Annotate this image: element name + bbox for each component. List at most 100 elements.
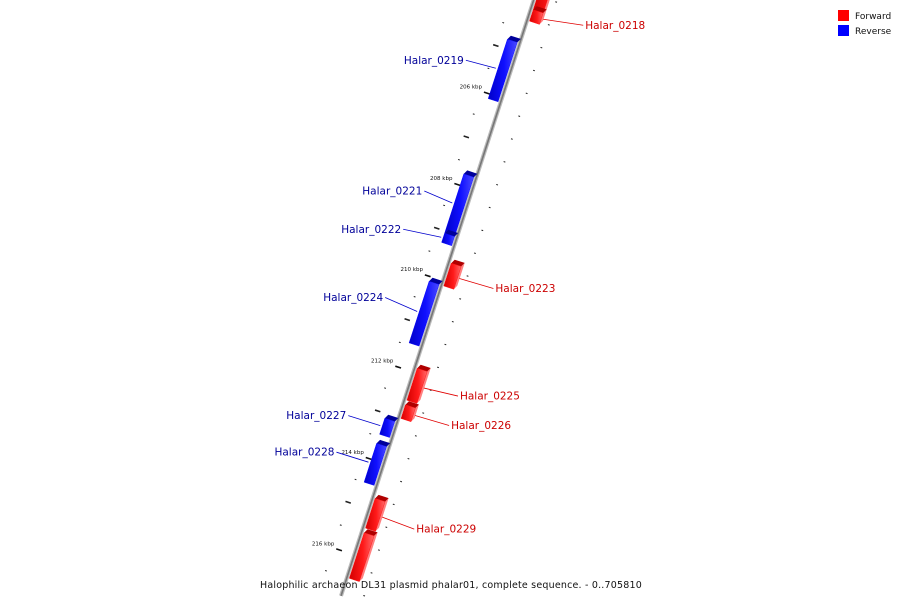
gene-label[interactable]: Halar_0229 xyxy=(416,524,476,536)
minor-tick xyxy=(472,113,475,115)
gene-features xyxy=(349,0,550,582)
minor-tick xyxy=(428,250,431,252)
tick-label: 206 kbp xyxy=(460,85,483,91)
minor-tick xyxy=(345,500,352,504)
gene-Halar_0227 xyxy=(379,414,399,438)
gene-front-face xyxy=(363,443,387,486)
gene-label[interactable]: Halar_0228 xyxy=(274,447,334,459)
gene-leader-line xyxy=(385,297,418,312)
minor-tick xyxy=(377,549,380,551)
minor-tick xyxy=(451,320,454,323)
gene-front-face xyxy=(443,262,462,290)
minor-tick xyxy=(503,161,506,163)
gene-leader-line xyxy=(382,516,415,530)
gene-top-face xyxy=(429,277,443,285)
minor-tick xyxy=(540,46,543,49)
minor-tick xyxy=(444,343,447,346)
minor-tick xyxy=(533,69,536,72)
minor-tick xyxy=(385,526,388,528)
minor-tick xyxy=(422,412,425,414)
minor-tick xyxy=(473,252,476,254)
gene-side-face xyxy=(453,262,465,290)
gene-label[interactable]: Halar_0225 xyxy=(460,391,520,403)
gene-leader-line xyxy=(414,415,450,426)
gene-Halar_0219 xyxy=(487,35,521,103)
minor-tick xyxy=(457,158,460,161)
gene-label[interactable]: Halar_0226 xyxy=(451,420,511,432)
gene-Halar_0224 xyxy=(408,277,443,347)
minor-tick xyxy=(429,389,432,391)
gene-leader-line xyxy=(336,451,369,463)
gene-top-face xyxy=(463,170,478,178)
legend-reverse-swatch xyxy=(838,25,849,36)
gene-Halar_0218 xyxy=(529,6,547,25)
gene-Halar_0225 xyxy=(406,364,431,404)
gene-top-face xyxy=(533,6,547,13)
gene-label[interactable]: Halar_0221 xyxy=(362,185,422,197)
gene-Halar_0226 xyxy=(400,401,419,422)
gene-leader-line xyxy=(403,228,442,238)
gene-top-face xyxy=(375,494,389,502)
backbone-line xyxy=(340,0,535,597)
minor-tick xyxy=(414,435,417,437)
minor-tick xyxy=(466,275,469,277)
gene-side-face xyxy=(411,404,419,422)
tick-label: 212 kbp xyxy=(371,359,394,365)
minor-tick xyxy=(492,43,499,48)
gene-front-face xyxy=(529,9,544,25)
minor-tick xyxy=(496,183,499,186)
gene-top-face xyxy=(364,529,378,536)
gene-side-face xyxy=(375,498,389,532)
legend-forward-label: Forward xyxy=(855,12,891,22)
tick-label: 214 kbp xyxy=(341,450,364,456)
gene-unnamed xyxy=(349,529,378,582)
gene-leader-line xyxy=(465,59,496,69)
gene-label[interactable]: Halar_0224 xyxy=(323,292,383,304)
major-tick xyxy=(395,365,402,369)
legend-reverse-label: Reverse xyxy=(855,27,892,37)
gene-top-face xyxy=(376,439,391,447)
minor-tick xyxy=(413,296,416,298)
gene-Halar_0229 xyxy=(365,494,389,532)
minor-tick xyxy=(363,594,366,597)
minor-tick xyxy=(459,298,462,300)
gene-label[interactable]: Halar_0223 xyxy=(495,283,555,295)
minor-tick xyxy=(555,1,558,3)
gene-leader-line xyxy=(459,278,494,289)
gene-Halar_0228 xyxy=(363,439,391,486)
gene-label[interactable]: Halar_0218 xyxy=(585,20,645,32)
gene-front-face xyxy=(349,532,375,582)
minor-tick xyxy=(400,480,403,483)
minor-tick xyxy=(339,524,342,526)
gene-leader-line xyxy=(423,387,459,397)
backbone xyxy=(339,0,536,597)
gene-side-face xyxy=(416,368,431,404)
tick-label: 216 kbp xyxy=(312,541,335,547)
gene-top-face xyxy=(507,35,521,43)
minor-tick xyxy=(481,229,484,232)
gene-label[interactable]: Halar_0219 xyxy=(404,55,464,67)
minor-tick xyxy=(407,457,410,460)
minor-tick xyxy=(502,21,505,24)
minor-tick xyxy=(487,67,490,70)
gene-label[interactable]: Halar_0222 xyxy=(341,224,401,236)
gene-leader-line xyxy=(348,415,381,427)
minor-tick xyxy=(324,570,327,572)
minor-tick xyxy=(369,433,372,435)
gene-side-face xyxy=(539,9,547,25)
gene-side-face xyxy=(359,532,378,582)
gene-label[interactable]: Halar_0227 xyxy=(286,410,346,422)
gene-leader-line xyxy=(543,18,584,26)
minor-tick xyxy=(392,503,395,506)
minor-tick xyxy=(547,24,550,26)
legend-forward-swatch xyxy=(838,10,849,21)
major-tick xyxy=(483,91,490,95)
gene-top-face xyxy=(451,259,465,267)
minor-tick xyxy=(404,317,411,322)
gene-front-face xyxy=(406,367,428,404)
gene-top-face xyxy=(384,414,399,422)
minor-tick xyxy=(525,92,528,95)
gene-front-face xyxy=(441,233,455,246)
major-tick xyxy=(424,274,431,278)
